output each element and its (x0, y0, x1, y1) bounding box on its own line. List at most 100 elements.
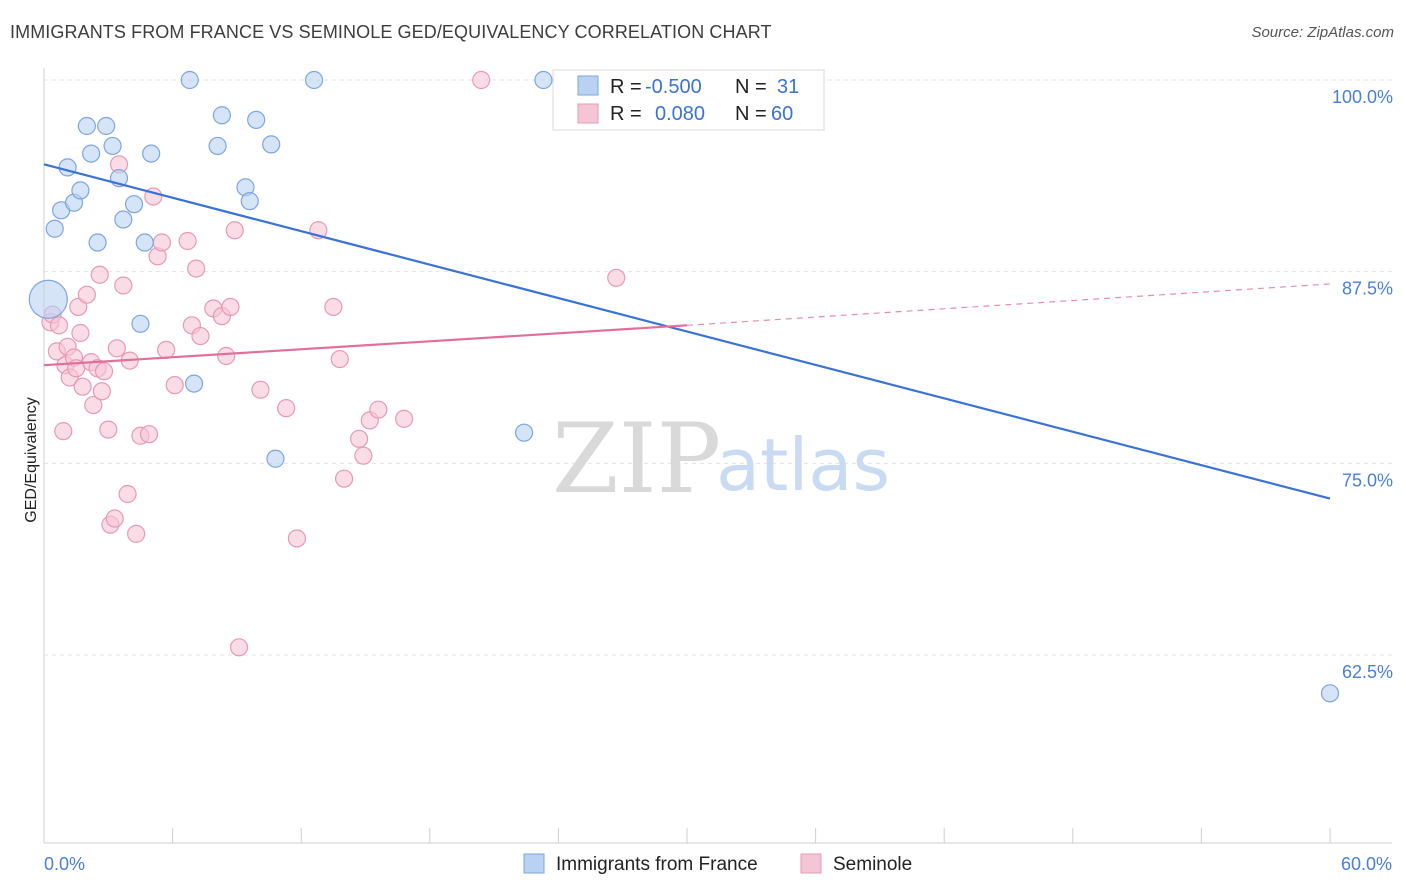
seminole-point-57 (394, 409, 414, 428)
chart-title: IMMIGRANTS FROM FRANCE VS SEMINOLE GED/E… (10, 22, 772, 42)
seminole-point-17 (90, 265, 109, 284)
seminole-point-10 (69, 297, 88, 317)
seminole-point-43 (221, 297, 240, 317)
france-point-10 (103, 136, 122, 156)
france-point-9 (97, 116, 116, 136)
legend-n-value-seminole: 60 (771, 103, 793, 125)
seminole-point-28 (127, 524, 146, 543)
x-tick-label-max: 60.0% (1341, 854, 1392, 874)
france-point-20 (212, 106, 231, 125)
y-tick-label-3: 100.0% (1332, 87, 1393, 107)
france-point-7 (82, 144, 101, 163)
bottom-legend: Immigrants from France Seminole (523, 853, 912, 875)
seminole-point-25 (114, 276, 133, 295)
seminole-point-18 (92, 382, 111, 401)
seminole-point-35 (165, 376, 184, 395)
seminole-point-13 (77, 285, 96, 304)
france-point-6 (77, 116, 96, 136)
bottom-legend-swatch-france (523, 853, 545, 874)
seminole-point-54 (354, 446, 373, 465)
seminole-trend-line (43, 324, 688, 367)
france-point-23 (247, 110, 266, 129)
seminole-point-22 (105, 509, 124, 528)
seminole-point-15 (84, 395, 103, 415)
seminole-point-51 (330, 349, 349, 369)
seminole-point-48 (287, 529, 307, 548)
seminole-point-50 (324, 297, 343, 317)
watermark: ZIP atlas (552, 403, 890, 515)
legend-r-label-france: R = (610, 76, 642, 98)
france-point-18 (184, 374, 204, 393)
seminole-point-52 (334, 469, 354, 488)
seminole-point-53 (349, 429, 369, 448)
seminole-point-38 (187, 259, 206, 278)
seminole-point-36 (178, 231, 197, 251)
france-point-28 (534, 70, 553, 90)
y-axis-label: GED/Equivalency (23, 397, 40, 522)
france-point-13 (124, 195, 144, 214)
france-point-26 (304, 70, 324, 90)
seminole-point-44 (225, 221, 244, 240)
seminole-point-12 (73, 377, 92, 396)
y-tick-labels: 62.5% 75.0% 87.5% 100.0% (1332, 87, 1393, 682)
france-point-27 (515, 423, 534, 442)
seminole-point-3 (49, 316, 69, 335)
watermark-zip: ZIP (552, 403, 721, 515)
watermark-atlas: atlas (716, 423, 890, 507)
seminole-point-56 (369, 400, 388, 419)
series-seminole-points (41, 70, 626, 657)
x-tick-labels: 0.0% 60.0% (44, 854, 1392, 874)
series-france-points (28, 70, 1340, 703)
seminole-point-46 (251, 380, 270, 399)
seminole-point-30 (139, 425, 159, 444)
seminole-point-58 (472, 70, 491, 90)
france-point-3 (58, 158, 77, 177)
legend-n-label-seminole: N = (735, 103, 767, 125)
seminole-point-39 (191, 326, 210, 346)
y-tick-label-0: 62.5% (1342, 662, 1393, 682)
source-label: Source: ZipAtlas.com (1251, 24, 1394, 41)
legend-swatch-seminole (577, 103, 599, 124)
seminole-point-26 (118, 484, 137, 504)
france-point-16 (142, 144, 161, 163)
france-point-14 (131, 314, 150, 333)
gridlines (44, 79, 1392, 656)
france-point-1 (45, 219, 64, 238)
france-point-30 (1320, 684, 1340, 703)
x-tick-label-min: 0.0% (44, 854, 85, 874)
france-point-25 (266, 449, 285, 468)
france-point-0 (28, 279, 68, 319)
axes (43, 68, 1392, 844)
seminole-point-19 (94, 362, 114, 381)
legend-box: R = -0.500 N = 31 R = 0.080 N = 60 (552, 69, 825, 131)
seminole-point-33 (152, 233, 171, 252)
legend-n-label-france: N = (735, 76, 767, 98)
legend-swatch-france (577, 75, 599, 96)
legend-r-label-seminole: R = (610, 103, 642, 125)
seminole-point-20 (99, 420, 118, 439)
seminole-point-59 (607, 268, 626, 287)
seminole-point-42 (217, 346, 236, 366)
seminole-point-34 (157, 340, 176, 359)
france-point-15 (135, 233, 154, 252)
legend-r-value-seminole: 0.080 (655, 103, 705, 125)
france-point-17 (180, 70, 199, 90)
france-point-19 (208, 136, 227, 156)
bottom-legend-swatch-seminole (800, 853, 822, 874)
france-trend-line (43, 163, 1331, 500)
france-point-24 (262, 135, 281, 154)
trend-lines (43, 163, 1331, 500)
france-point-8 (88, 233, 107, 252)
y-tick-label-1: 75.0% (1342, 470, 1393, 490)
seminole-point-47 (277, 399, 296, 418)
france-point-5 (71, 181, 90, 200)
legend-n-value-france: 31 (777, 76, 799, 98)
bottom-legend-label-france: Immigrants from France (556, 854, 758, 875)
france-point-22 (240, 192, 259, 211)
bottom-legend-label-seminole: Seminole (833, 854, 912, 875)
y-tick-label-2: 87.5% (1342, 279, 1393, 299)
x-ticks (43, 828, 1331, 843)
seminole-point-23 (107, 339, 126, 358)
seminole-point-11 (71, 323, 90, 343)
